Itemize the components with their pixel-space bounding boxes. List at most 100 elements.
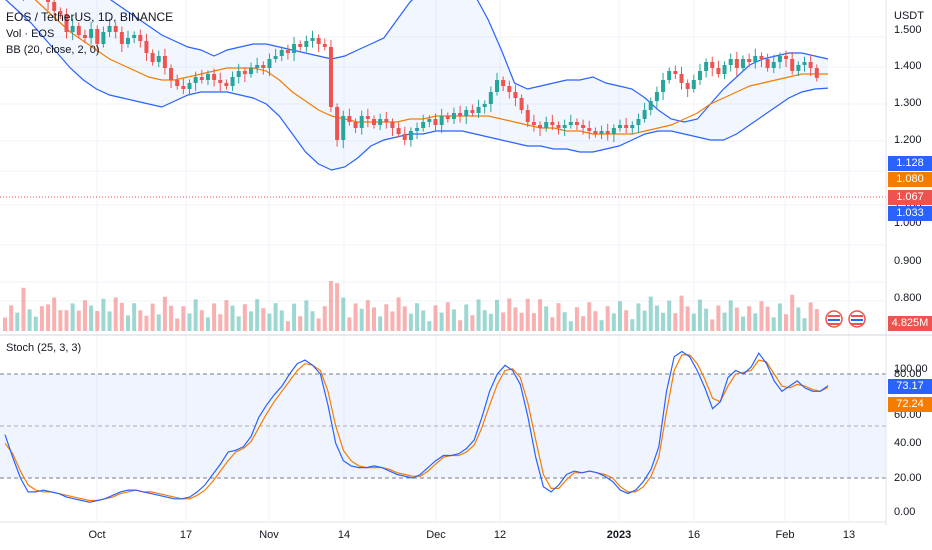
candle <box>513 92 518 98</box>
volume-bar <box>759 301 764 331</box>
volume-bar <box>556 303 561 331</box>
candle <box>101 32 106 44</box>
candle <box>310 38 315 41</box>
volume-bar <box>808 302 813 331</box>
price-tag: 1.080 <box>888 172 932 187</box>
candle <box>753 56 758 62</box>
volume-bar <box>205 317 210 331</box>
volume-bar <box>667 300 672 331</box>
volume-bar <box>673 313 678 331</box>
currency-label: USDT <box>894 10 924 22</box>
events-flag-icon[interactable] <box>848 310 866 328</box>
candle <box>525 110 530 122</box>
candle <box>322 44 327 47</box>
volume-bar <box>618 301 622 331</box>
candle <box>611 128 616 134</box>
volume-bar <box>341 297 346 331</box>
candle <box>550 122 555 125</box>
candle <box>777 56 782 62</box>
time-tick-label: Feb <box>775 529 795 541</box>
volume-bar <box>482 310 487 331</box>
candle <box>654 92 659 101</box>
candle <box>691 80 696 89</box>
volume-bar <box>27 309 32 331</box>
price-tick-label: 1.400 <box>894 60 922 72</box>
candle <box>630 125 635 128</box>
candle <box>82 35 87 38</box>
candles <box>22 0 819 149</box>
volume-bar <box>267 313 272 331</box>
candle <box>464 110 469 116</box>
candle <box>175 80 180 86</box>
volume-bar <box>335 283 340 331</box>
events-flag-icon[interactable] <box>825 310 843 328</box>
volume-bar <box>33 316 38 331</box>
volume-bar <box>777 303 782 331</box>
candle <box>519 98 524 110</box>
volume-bar <box>691 313 696 331</box>
candle <box>421 122 426 128</box>
candle <box>89 29 94 38</box>
stoch-tick-label: 20.00 <box>894 472 922 484</box>
volume-bar <box>550 317 555 331</box>
candle <box>624 125 629 128</box>
volume-bar <box>538 299 543 331</box>
candle <box>673 71 678 74</box>
price-tick-label: 1.300 <box>894 97 922 109</box>
volume-bar <box>384 304 389 331</box>
volume-bar <box>661 312 666 331</box>
volume-bars <box>3 281 819 331</box>
candle <box>353 122 358 128</box>
candle <box>642 110 647 119</box>
time-tick-label: 13 <box>842 529 856 541</box>
candle <box>599 131 604 134</box>
volume-bar <box>101 298 106 331</box>
volume-bar <box>150 303 155 331</box>
volume-bar <box>372 307 376 331</box>
volume-bar <box>58 310 63 331</box>
candle <box>562 125 567 128</box>
volume-bar <box>230 305 235 331</box>
volume-bar <box>52 297 57 331</box>
volume-bar <box>704 308 709 331</box>
candle <box>734 59 739 68</box>
volume-bar <box>802 318 807 331</box>
price-tick-label: 1.500 <box>894 24 922 36</box>
volume-bar <box>814 309 819 331</box>
volume-bar <box>679 295 684 331</box>
volume-bar <box>236 316 241 331</box>
price-tag: 1.067 <box>888 190 932 205</box>
volume-bar <box>212 303 217 331</box>
volume-bar <box>784 314 789 331</box>
volume-bar <box>181 306 186 331</box>
candle <box>704 62 709 71</box>
candle <box>574 122 579 125</box>
volume-bar <box>64 310 69 331</box>
volume-bar <box>353 303 358 331</box>
volume-bar <box>728 300 733 331</box>
volume-bar <box>249 311 253 331</box>
volume-bar <box>402 306 407 331</box>
candle <box>771 62 776 68</box>
candle <box>242 71 247 74</box>
volume-bar <box>562 312 567 331</box>
candle <box>224 83 229 86</box>
chart-title[interactable]: EOS / TetherUS, 1D, BINANCE <box>6 10 174 24</box>
volume-bar <box>390 311 395 331</box>
volume-bar <box>304 300 309 331</box>
stoch-legend[interactable]: Stoch (25, 3, 3) <box>6 342 82 354</box>
time-tick-label: 14 <box>337 529 351 541</box>
bb-legend[interactable]: BB (20, close, 2, 0) <box>6 44 100 56</box>
volume-bar <box>531 313 536 331</box>
volume-bar <box>119 302 124 331</box>
price-tag: 4.825M <box>888 316 932 331</box>
candle <box>199 77 204 80</box>
candle <box>292 44 297 53</box>
volume-bar <box>3 317 7 331</box>
volume-legend[interactable]: Vol · EOS <box>6 28 55 40</box>
price-tick-label: 1.200 <box>894 134 922 146</box>
candle <box>790 59 795 71</box>
volume-bar <box>421 310 426 331</box>
volume-bar <box>138 310 143 331</box>
